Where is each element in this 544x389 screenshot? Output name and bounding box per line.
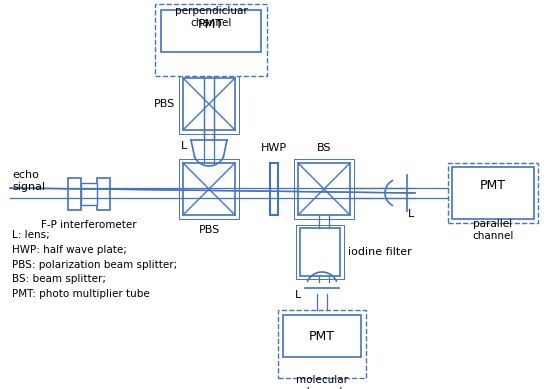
Text: parallel
channel: parallel channel: [472, 219, 514, 241]
Bar: [183, 78, 235, 130]
Text: HWP: HWP: [261, 143, 287, 153]
Bar: [283, 315, 361, 357]
Bar: [452, 167, 534, 219]
Text: PMT: PMT: [480, 179, 506, 192]
Bar: [81, 183, 97, 205]
Bar: [183, 163, 235, 215]
Text: BS: BS: [317, 143, 331, 153]
Bar: [296, 225, 344, 279]
Text: L: L: [181, 141, 187, 151]
Bar: [179, 74, 239, 134]
Text: PBS: PBS: [199, 225, 220, 235]
Text: F-P interferometer: F-P interferometer: [41, 220, 137, 230]
Bar: [161, 10, 261, 52]
Bar: [270, 163, 278, 215]
Bar: [97, 178, 110, 210]
Bar: [278, 310, 366, 378]
Bar: [68, 178, 81, 210]
Text: L: L: [408, 209, 414, 219]
Text: PMT: PMT: [309, 330, 335, 343]
Bar: [300, 228, 340, 276]
Text: PBS: PBS: [154, 99, 175, 109]
Bar: [155, 4, 267, 76]
Bar: [298, 163, 350, 215]
Text: PMT: PMT: [198, 18, 224, 31]
Bar: [448, 163, 538, 223]
Text: iodine filter: iodine filter: [348, 247, 412, 257]
Text: perpendicluar
channel: perpendicluar channel: [175, 6, 248, 28]
Text: L: L: [295, 290, 301, 300]
Bar: [179, 159, 239, 219]
Text: L: lens;
HWP: half wave plate;
PBS: polarization beam splitter;
BS: beam splitte: L: lens; HWP: half wave plate; PBS: pola…: [12, 230, 177, 299]
Text: molecular
channel: molecular channel: [296, 375, 348, 389]
Text: echo
signal: echo signal: [12, 170, 45, 192]
Bar: [294, 159, 354, 219]
